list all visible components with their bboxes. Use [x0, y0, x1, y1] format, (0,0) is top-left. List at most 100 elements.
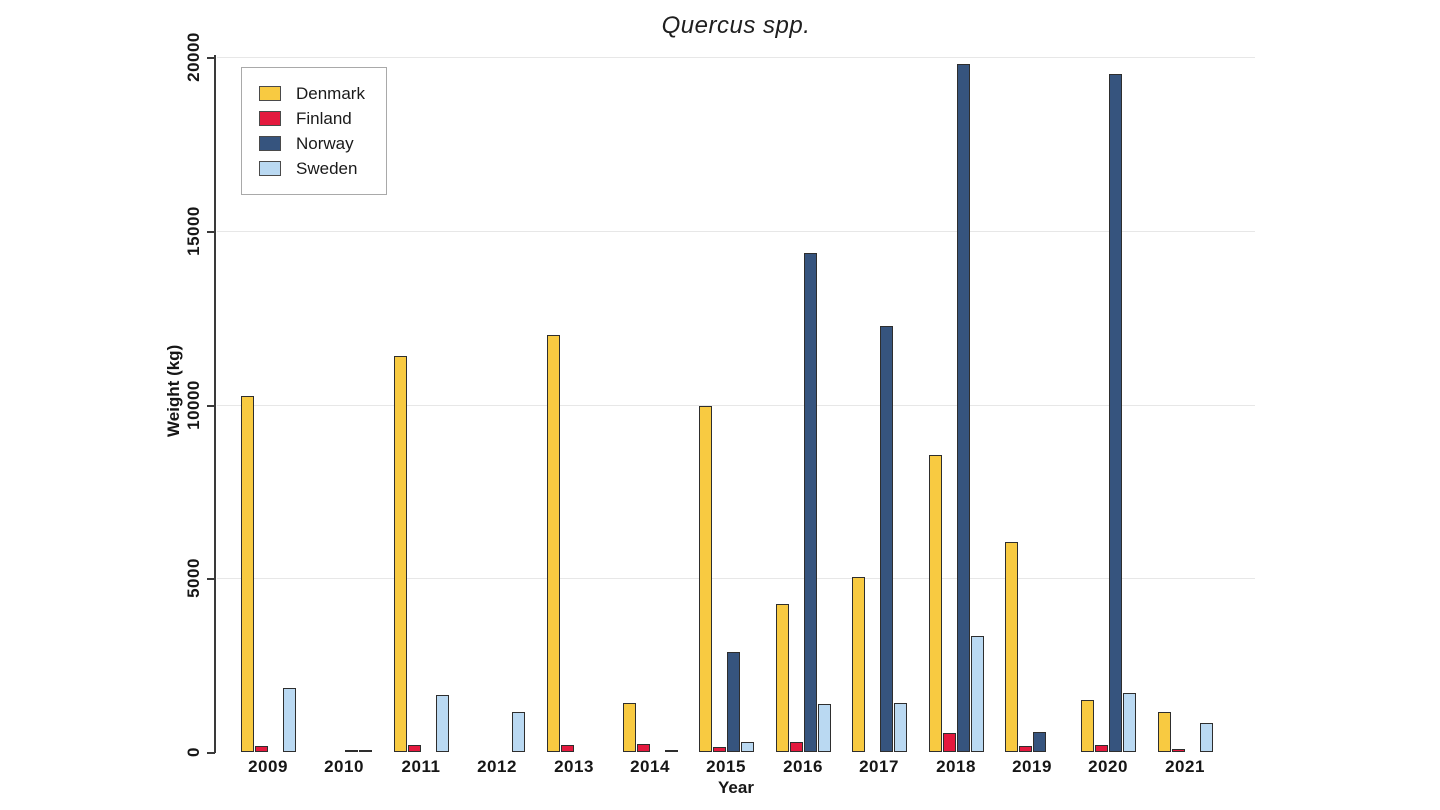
- x-tick-label-2010: 2010: [324, 757, 364, 776]
- legend-item-finland: Finland: [242, 106, 386, 131]
- bar-finland-2019: [1018, 746, 1032, 752]
- bar-sweden-2011: [435, 695, 449, 752]
- bar-slot-finland-2009: [254, 57, 268, 752]
- bar-denmark-2016: [775, 604, 789, 752]
- bar-norway-2010: [344, 750, 358, 752]
- bar-slot-denmark-2019: [1004, 57, 1018, 752]
- bar-finland-2021: [1171, 749, 1185, 752]
- bar-slot-denmark-2017: [851, 57, 865, 752]
- y-tick-5000: [207, 578, 215, 580]
- bar-slot-denmark-2016: [775, 57, 789, 752]
- bar-group-2010: [316, 57, 372, 752]
- bar-sweden-2018: [970, 636, 984, 752]
- bar-slot-finland-2019: [1018, 57, 1032, 752]
- legend-label-denmark: Denmark: [296, 83, 365, 103]
- legend: Denmark Finland Norway Sweden: [241, 67, 387, 195]
- bar-sweden-2015: [740, 742, 754, 752]
- bar-slot-denmark-2018: [928, 57, 942, 752]
- bar-denmark-2015: [698, 406, 712, 752]
- bar-norway-2018: [956, 64, 970, 752]
- bar-slot-sweden-2013: [588, 57, 602, 752]
- bar-group-2019: [1004, 57, 1060, 752]
- bar-denmark-2009: [240, 396, 254, 752]
- bar-slot-norway-2020: [1108, 57, 1122, 752]
- bar-group-2015: [698, 57, 754, 752]
- bar-group-2011: [393, 57, 449, 752]
- bar-slot-norway-2012: [497, 57, 511, 752]
- bar-sweden-2021: [1199, 723, 1213, 752]
- bar-denmark-2011: [393, 356, 407, 752]
- x-axis-label: Year: [718, 778, 754, 797]
- bar-slot-denmark-2015: [698, 57, 712, 752]
- bar-sweden-2009: [282, 688, 296, 752]
- bar-slot-sweden-2009: [282, 57, 296, 752]
- x-tick-label-2020: 2020: [1088, 757, 1128, 776]
- y-tick-label-20000: 20000: [184, 32, 203, 82]
- plot-area: [217, 57, 1255, 752]
- bar-sweden-2012: [511, 712, 525, 752]
- x-tick-label-2013: 2013: [554, 757, 594, 776]
- bar-sweden-2020: [1122, 693, 1136, 752]
- x-tick-label-2017: 2017: [859, 757, 899, 776]
- bar-slot-denmark-2014: [622, 57, 636, 752]
- bar-slot-denmark-2020: [1080, 57, 1094, 752]
- bar-slot-norway-2021: [1185, 57, 1199, 752]
- x-tick-label-2011: 2011: [401, 757, 441, 776]
- x-tick-label-2019: 2019: [1012, 757, 1052, 776]
- bar-denmark-2017: [851, 577, 865, 752]
- y-tick-label-5000: 5000: [184, 558, 203, 598]
- bar-group-2018: [928, 57, 984, 752]
- bar-group-2017: [851, 57, 907, 752]
- bar-slot-denmark-2013: [546, 57, 560, 752]
- bar-norway-2017: [879, 326, 893, 752]
- bar-slot-finland-2017: [865, 57, 879, 752]
- bar-slot-norway-2014: [650, 57, 664, 752]
- legend-swatch-finland: [259, 111, 281, 126]
- bar-sweden-2010: [358, 750, 372, 752]
- bar-sweden-2017: [893, 703, 907, 752]
- x-tick-label-2015: 2015: [706, 757, 746, 776]
- bar-finland-2016: [789, 742, 803, 752]
- bar-finland-2015: [712, 747, 726, 752]
- bar-sweden-2014: [664, 750, 678, 752]
- y-tick-20000: [207, 57, 215, 59]
- bar-slot-sweden-2010: [358, 57, 372, 752]
- bar-group-2009: [240, 57, 296, 752]
- bar-slot-finland-2021: [1171, 57, 1185, 752]
- bar-slot-norway-2019: [1032, 57, 1046, 752]
- bar-finland-2020: [1094, 745, 1108, 752]
- x-tick-label-2014: 2014: [630, 757, 670, 776]
- bar-slot-finland-2012: [483, 57, 497, 752]
- bar-group-2020: [1080, 57, 1136, 752]
- x-tick-label-2018: 2018: [936, 757, 976, 776]
- bar-group-2013: [546, 57, 602, 752]
- bar-slot-denmark-2012: [469, 57, 483, 752]
- bar-slot-sweden-2021: [1199, 57, 1213, 752]
- bar-slot-sweden-2012: [511, 57, 525, 752]
- bar-denmark-2019: [1004, 542, 1018, 752]
- bar-norway-2020: [1108, 74, 1122, 752]
- bar-slot-sweden-2019: [1046, 57, 1060, 752]
- gridline-20000: [217, 57, 1255, 58]
- legend-label-sweden: Sweden: [296, 158, 358, 178]
- bar-slot-sweden-2017: [893, 57, 907, 752]
- bar-slot-denmark-2021: [1157, 57, 1171, 752]
- bar-slot-finland-2013: [560, 57, 574, 752]
- y-tick-label-15000: 15000: [184, 206, 203, 256]
- y-axis-line: [214, 55, 216, 753]
- bar-slot-norway-2017: [879, 57, 893, 752]
- bar-slot-finland-2020: [1094, 57, 1108, 752]
- legend-label-finland: Finland: [296, 108, 352, 128]
- bar-slot-denmark-2009: [240, 57, 254, 752]
- bar-denmark-2020: [1080, 700, 1094, 752]
- y-axis-label: Weight (kg): [164, 344, 183, 437]
- bar-slot-sweden-2011: [435, 57, 449, 752]
- bar-finland-2018: [942, 733, 956, 752]
- gridline-5000: [217, 578, 1255, 579]
- bar-denmark-2013: [546, 335, 560, 752]
- legend-item-denmark: Denmark: [242, 81, 386, 106]
- bar-norway-2019: [1032, 732, 1046, 752]
- bar-denmark-2014: [622, 703, 636, 752]
- legend-swatch-sweden: [259, 161, 281, 176]
